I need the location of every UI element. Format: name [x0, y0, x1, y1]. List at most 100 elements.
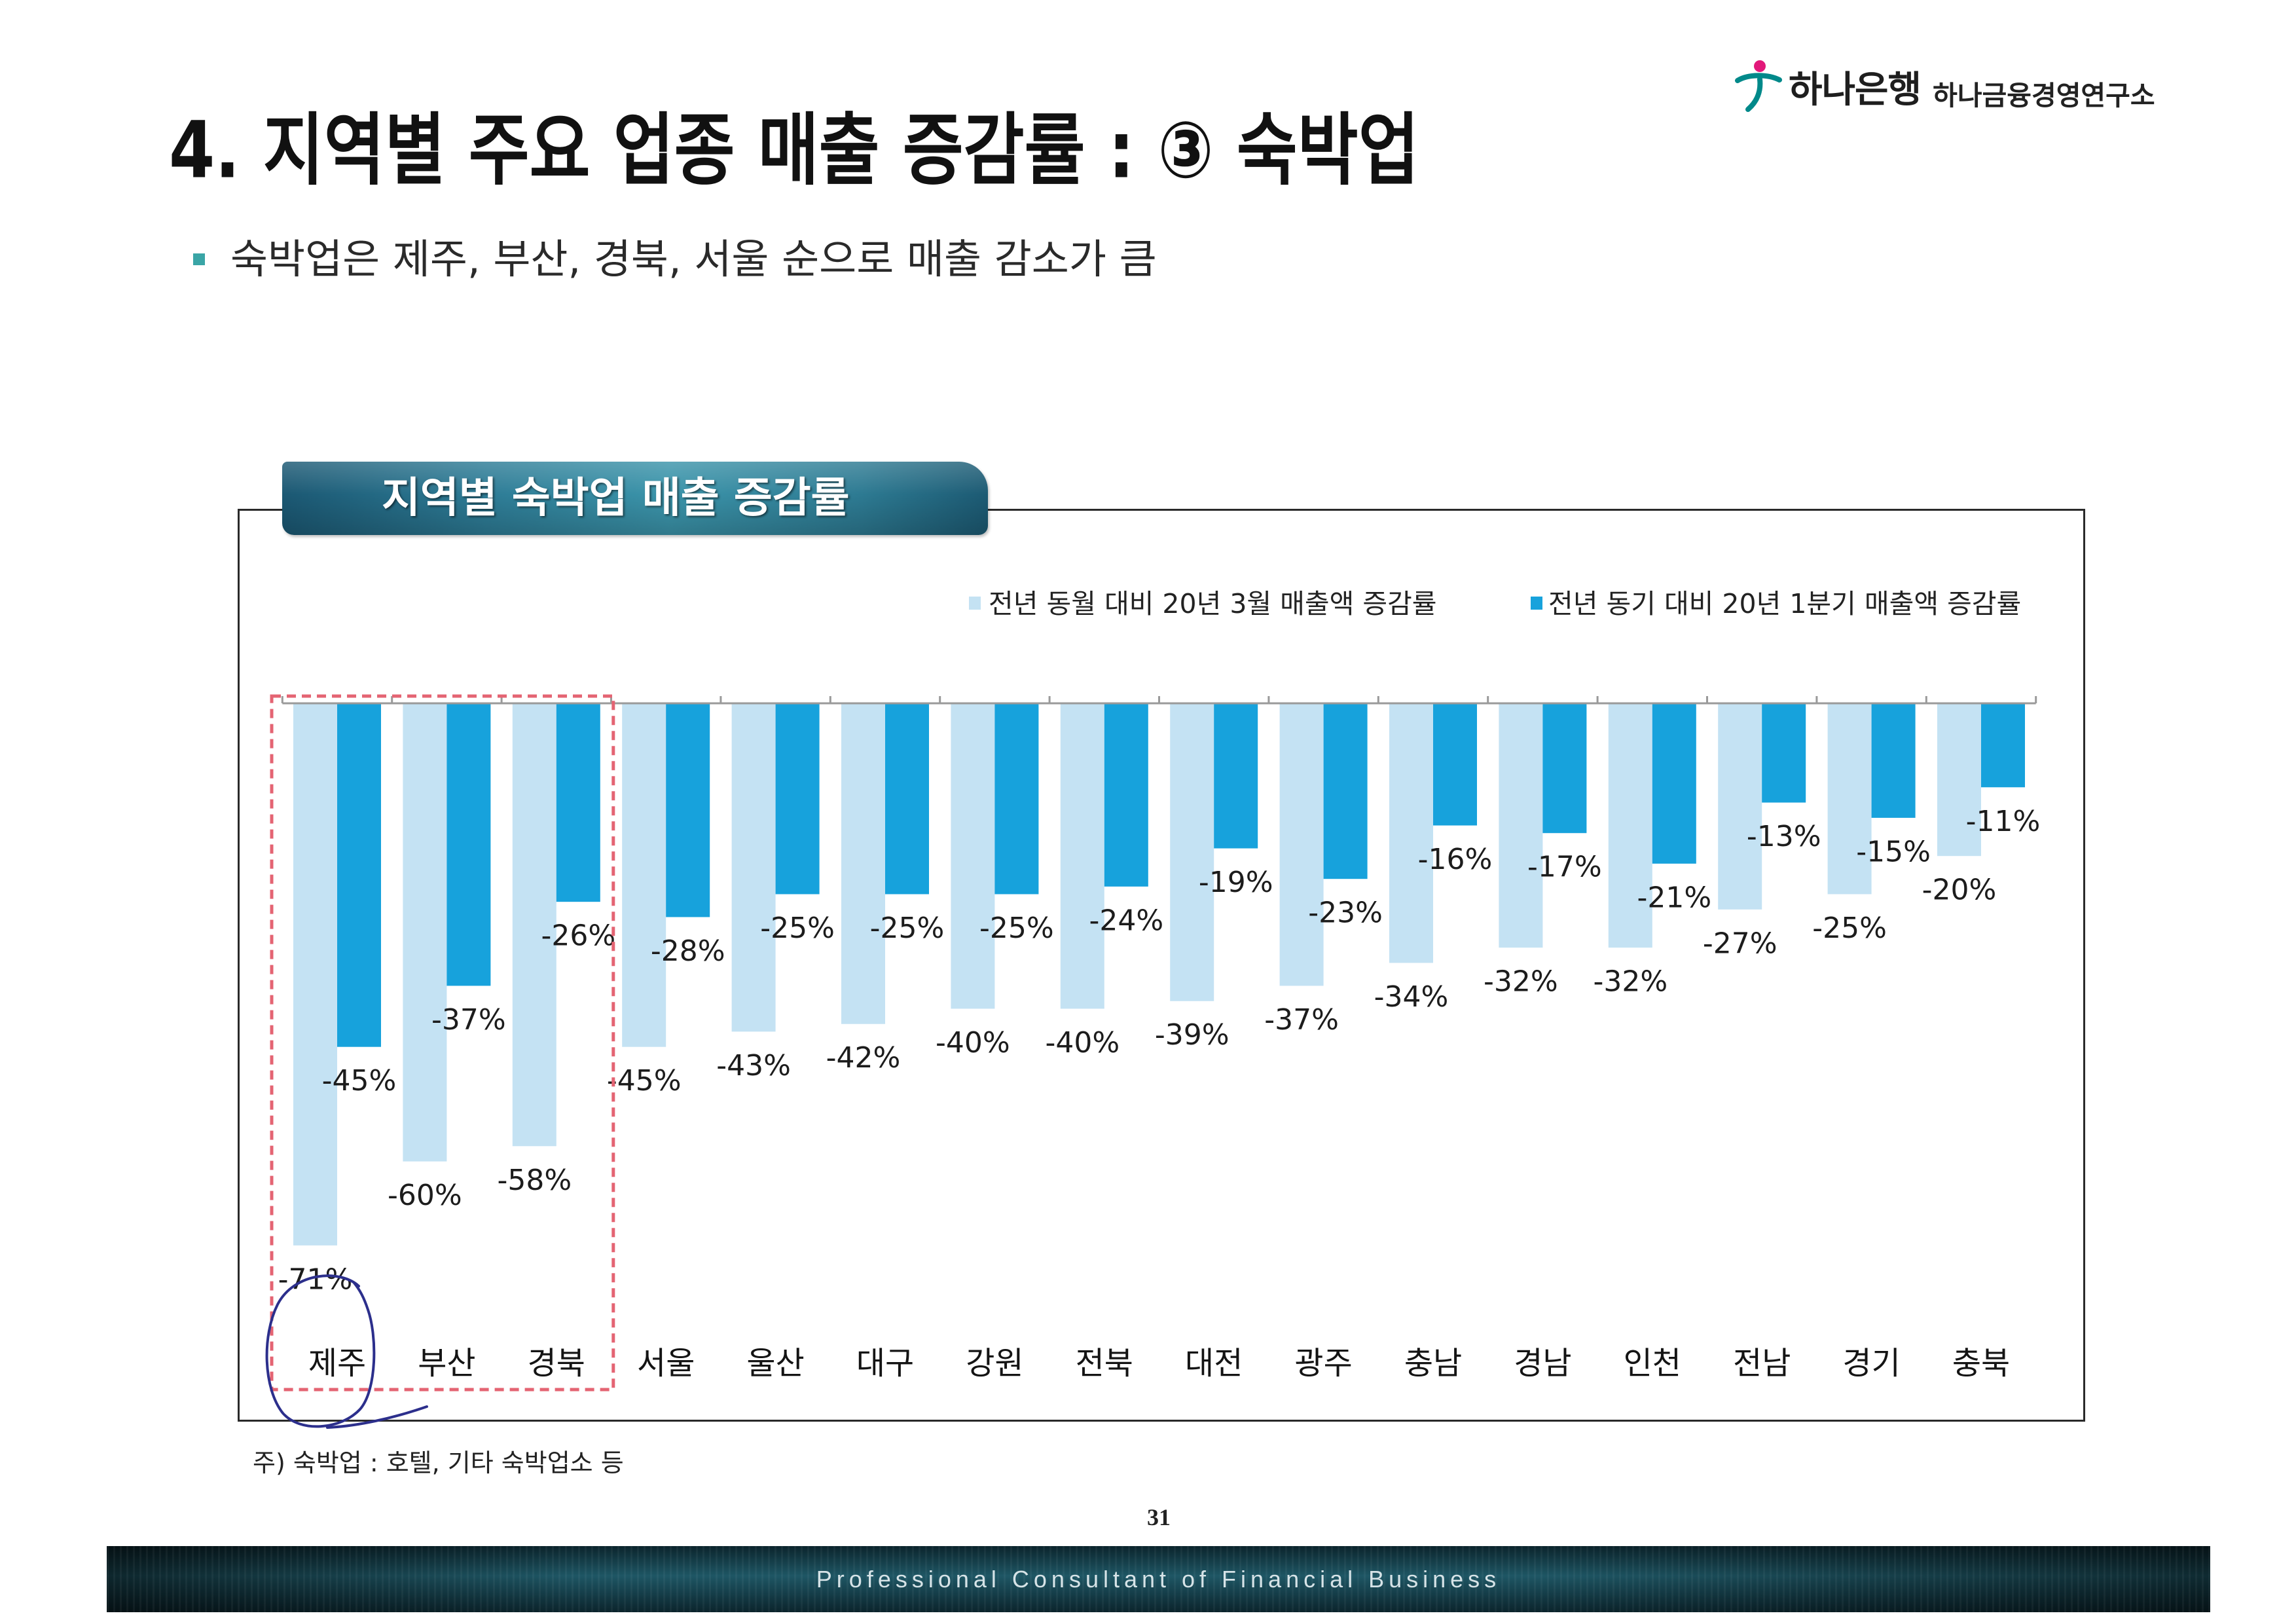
value-label-q1-yoy-9: -23% — [1308, 896, 1383, 930]
category-label-6: 강원 — [966, 1345, 1023, 1382]
value-label-march-yoy-13: -27% — [1703, 927, 1777, 960]
bar-q1-yoy-8 — [1214, 703, 1258, 849]
category-label-15: 충북 — [1952, 1345, 2010, 1382]
category-label-7: 전북 — [1076, 1345, 1133, 1382]
bar-q1-yoy-1 — [446, 703, 491, 986]
value-label-q1-yoy-3: -28% — [651, 934, 725, 968]
category-label-2: 경북 — [528, 1345, 585, 1382]
footer-band: Professional Consultant of Financial Bus… — [107, 1546, 2210, 1612]
value-label-march-yoy-7: -40% — [1045, 1026, 1120, 1060]
bar-march-yoy-1 — [403, 703, 447, 1162]
category-label-5: 대구 — [856, 1345, 914, 1382]
highlight-dashed-box — [270, 694, 615, 1392]
value-label-march-yoy-6: -40% — [936, 1026, 1010, 1060]
value-label-march-yoy-0: -71% — [278, 1263, 353, 1296]
value-label-q1-yoy-10: -16% — [1418, 843, 1493, 876]
bar-q1-yoy-11 — [1542, 703, 1587, 834]
value-label-q1-yoy-4: -25% — [760, 912, 835, 945]
chart-frame: 전년 동월 대비 20년 3월 매출액 증감률 전년 동기 대비 20년 1분기… — [238, 509, 2085, 1422]
handwritten-circle-annotation — [265, 1274, 428, 1429]
summary-bullet: 숙박업은 제주, 부산, 경북, 서울 순으로 매출 감소가 큼 — [230, 235, 1157, 283]
value-labels: -71% -60% -58% -45% -43% -42% -40% -40% -39% -37%… — [278, 805, 2041, 1297]
bar-q1-yoy-5 — [885, 703, 929, 895]
highlight — [270, 694, 615, 1392]
value-label-march-yoy-2: -58% — [497, 1164, 572, 1197]
bar-march-yoy-4 — [731, 703, 776, 1032]
category-label-13: 전남 — [1733, 1345, 1791, 1382]
value-label-march-yoy-4: -43% — [716, 1049, 791, 1082]
value-label-march-yoy-3: -45% — [607, 1064, 682, 1098]
legend: 전년 동월 대비 20년 3월 매출액 증감률 전년 동기 대비 20년 1분기… — [969, 588, 2021, 619]
value-label-march-yoy-12: -32% — [1593, 965, 1667, 999]
bar-q1-yoy-0 — [337, 703, 381, 1047]
value-label-q1-yoy-6: -25% — [979, 912, 1054, 945]
value-label-q1-yoy-11: -17% — [1527, 851, 1602, 884]
bar-march-yoy-0 — [293, 703, 337, 1246]
bullet-square-icon — [193, 253, 205, 265]
bar-q1-yoy-9 — [1323, 703, 1368, 879]
value-label-march-yoy-14: -25% — [1812, 912, 1887, 945]
chart-title-badge: 지역별 숙박업 매출 증감률 — [282, 462, 988, 535]
category-label-12: 인천 — [1624, 1345, 1681, 1382]
category-label-10: 충남 — [1404, 1345, 1462, 1382]
value-label-q1-yoy-1: -37% — [431, 1003, 506, 1037]
hana-bank-logo-icon — [1735, 60, 1782, 112]
value-label-q1-yoy-7: -24% — [1089, 904, 1163, 937]
bar-q1-yoy-10 — [1433, 703, 1477, 826]
value-label-march-yoy-10: -34% — [1374, 980, 1449, 1014]
footer-tagline: Professional Consultant of Financial Bus… — [816, 1566, 1501, 1593]
bar-q1-yoy-4 — [775, 703, 820, 895]
bar-march-yoy-9 — [1279, 703, 1324, 986]
bar-march-yoy-7 — [1060, 703, 1104, 1009]
bar-march-yoy-5 — [841, 703, 885, 1024]
value-label-q1-yoy-12: -21% — [1637, 881, 1711, 914]
value-label-q1-yoy-13: -13% — [1747, 820, 1821, 853]
bar-q1-yoy-7 — [1104, 703, 1148, 887]
category-label-8: 대전 — [1185, 1345, 1243, 1382]
category-label-1: 부산 — [418, 1345, 475, 1382]
bar-march-yoy-14 — [1827, 703, 1872, 895]
bar-march-yoy-13 — [1718, 703, 1762, 910]
category-label-11: 경남 — [1514, 1345, 1571, 1382]
value-label-q1-yoy-2: -26% — [541, 919, 615, 953]
chart-title: 지역별 숙박업 매출 증감률 — [382, 474, 850, 523]
category-label-3: 서울 — [637, 1345, 695, 1382]
bar-q1-yoy-12 — [1652, 703, 1696, 864]
bar-march-yoy-15 — [1937, 703, 1981, 857]
bar-q1-yoy-14 — [1871, 703, 1916, 818]
category-label-4: 울산 — [746, 1345, 804, 1382]
category-label-0: 제주 — [308, 1345, 366, 1382]
bar-march-yoy-3 — [622, 703, 666, 1047]
value-label-march-yoy-9: -37% — [1264, 1003, 1339, 1037]
legend-label-march: 전년 동월 대비 20년 3월 매출액 증감률 — [989, 588, 1437, 619]
bar-march-yoy-8 — [1170, 703, 1214, 1001]
value-label-q1-yoy-5: -25% — [870, 912, 945, 945]
legend-label-q1: 전년 동기 대비 20년 1분기 매출액 증감률 — [1548, 588, 2021, 619]
bar-march-yoy-10 — [1389, 703, 1433, 963]
bars — [293, 703, 2025, 1246]
bar-march-yoy-2 — [512, 703, 556, 1147]
value-label-march-yoy-11: -32% — [1484, 965, 1558, 999]
bar-q1-yoy-2 — [556, 703, 600, 902]
category-labels: 제주 부산 경북 서울 울산 대구 강원 전북 대전 광주 충남 경남 인천 전남 경기 충북 — [308, 1345, 2010, 1382]
hana-bank-logo: 하나은행 하나금융경영연구소 — [1734, 56, 2155, 117]
page-number: 31 — [1147, 1504, 1171, 1530]
bar-chart: 전년 동월 대비 20년 3월 매출액 증감률 전년 동기 대비 20년 1분기… — [270, 588, 2041, 1392]
logo-brand-name: 하나은행 — [1789, 68, 1922, 111]
bar-march-yoy-6 — [951, 703, 995, 1009]
value-label-march-yoy-15: -20% — [1922, 874, 1997, 907]
value-label-q1-yoy-0: -45% — [322, 1064, 397, 1098]
value-label-q1-yoy-8: -19% — [1199, 866, 1273, 899]
footnote: 주) 숙박업 : 호텔, 기타 숙박업소 등 — [253, 1449, 624, 1477]
bar-march-yoy-11 — [1499, 703, 1543, 948]
bar-q1-yoy-6 — [994, 703, 1039, 895]
value-label-march-yoy-1: -60% — [388, 1179, 462, 1212]
bar-q1-yoy-13 — [1762, 703, 1806, 803]
value-label-q1-yoy-14: -15% — [1856, 835, 1931, 868]
bar-march-yoy-12 — [1608, 703, 1652, 948]
category-label-9: 광주 — [1294, 1345, 1352, 1382]
page-title: 4. 지역별 주요 업종 매출 증감률 : ③ 숙박업 — [169, 104, 1419, 196]
legend-swatch-march — [969, 597, 981, 610]
logo-institute-name: 하나금융경영연구소 — [1933, 80, 2155, 111]
zero-axis — [281, 696, 2037, 705]
